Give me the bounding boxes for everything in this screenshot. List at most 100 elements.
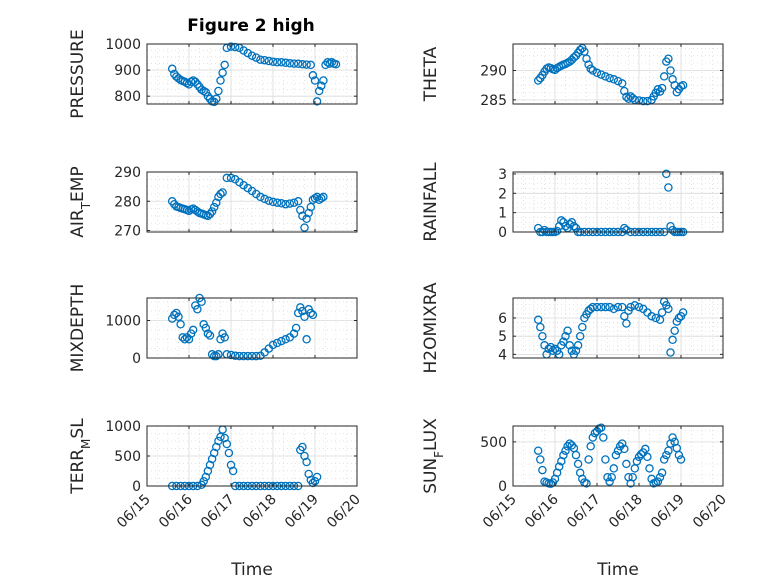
data-point [218, 188, 227, 197]
data-point [272, 338, 282, 348]
data-point [561, 446, 570, 455]
data-point [293, 197, 303, 206]
data-point [643, 96, 652, 106]
x-tick-label: 06/15 [114, 492, 154, 532]
data-point [188, 325, 198, 335]
data-series [533, 423, 686, 489]
data-point [575, 45, 585, 55]
data-point [205, 209, 215, 219]
data-point [533, 315, 543, 325]
data-point [230, 175, 240, 184]
data-point [264, 56, 274, 66]
data-point [268, 197, 278, 207]
data-point [617, 439, 627, 448]
data-point [659, 455, 669, 464]
data-point [220, 60, 229, 70]
data-point [193, 305, 202, 314]
y-tick-label: 0 [498, 225, 507, 241]
data-point [603, 472, 612, 482]
data-point [569, 53, 579, 62]
y-tick-label: 3 [498, 167, 507, 183]
data-point [584, 60, 593, 69]
data-point [592, 302, 602, 312]
data-point [302, 214, 311, 224]
data-point [308, 478, 318, 488]
y-tick-label: 0 [132, 479, 141, 495]
data-point [314, 86, 324, 96]
data-point [548, 346, 558, 355]
y-axis-label: TERRMSL [68, 418, 93, 495]
data-point [668, 335, 677, 345]
data-point [293, 308, 303, 318]
data-point [226, 42, 236, 51]
data-point [611, 450, 621, 460]
data-point [676, 455, 686, 464]
y-tick-label: 285 [480, 93, 507, 109]
data-point [268, 340, 278, 350]
data-point [590, 428, 600, 438]
data-point [317, 81, 326, 90]
data-point [609, 75, 619, 84]
data-point [226, 350, 236, 360]
data-point [620, 444, 629, 454]
data-point [291, 323, 301, 333]
data-point [277, 336, 286, 346]
data-point [224, 448, 234, 458]
y-tick-label: 0 [498, 479, 507, 495]
data-point [641, 444, 650, 454]
data-point [586, 64, 595, 73]
data-point [575, 331, 585, 341]
data-point [251, 351, 261, 361]
data-point [317, 194, 326, 203]
data-point [617, 302, 627, 312]
data-point [302, 457, 311, 467]
data-point [289, 59, 299, 68]
data-point [184, 206, 194, 216]
data-point [293, 59, 303, 69]
x-tick-label: 06/16 [156, 491, 196, 531]
data-point [596, 70, 606, 79]
data-point [609, 464, 619, 473]
data-point [188, 204, 198, 213]
y-tick-label: 0 [132, 351, 141, 367]
data-point [565, 341, 574, 350]
data-point [632, 457, 642, 466]
data-point [277, 199, 286, 208]
data-point [668, 433, 677, 442]
data-point [536, 455, 545, 464]
data-point [319, 192, 328, 202]
data-point [657, 83, 667, 93]
data-point [212, 198, 221, 207]
x-tick-label: 06/18 [240, 492, 280, 532]
data-point [573, 341, 583, 350]
data-point [243, 183, 253, 193]
data-point [216, 189, 225, 199]
data-point [638, 96, 648, 106]
data-point [622, 225, 631, 235]
x-tick-label: 06/19 [282, 492, 322, 532]
data-point [308, 310, 318, 320]
x-axis-label: Time [596, 560, 639, 580]
data-point [325, 59, 334, 68]
subplot-sun-flux: 0 500 06/15 06/16 06/17 06/18 06/19 06/20 Time SU… [421, 418, 730, 580]
data-point [592, 68, 602, 78]
data-point [216, 335, 225, 344]
data-point [622, 319, 631, 328]
data-point [207, 207, 217, 216]
data-point [281, 335, 290, 344]
data-point [617, 79, 627, 88]
data-point [212, 94, 221, 104]
data-point [300, 312, 309, 322]
subplot-rainfall: 0 1 2 3 RAINFALL [421, 162, 724, 242]
data-point [550, 344, 560, 354]
data-point [277, 58, 286, 67]
data-point [191, 77, 200, 87]
x-tick-label: 06/17 [198, 492, 238, 532]
y-axis-label: AIRTEMP [68, 166, 93, 237]
subplot-mixdepth: 0 1000 MIXDEPTH [68, 284, 358, 372]
data-point [582, 54, 591, 63]
data-point [653, 85, 663, 94]
data-point [199, 86, 208, 96]
data-point [281, 58, 290, 68]
